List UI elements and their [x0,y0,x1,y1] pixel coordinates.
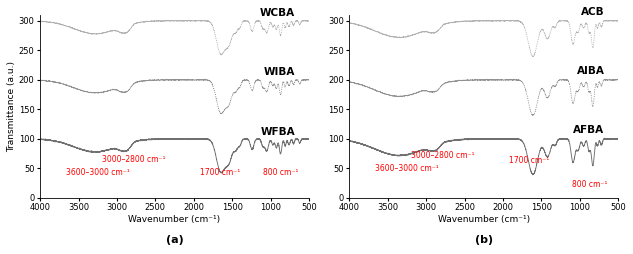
Text: AIBA: AIBA [577,66,605,76]
Text: 3000–2800 cm⁻¹: 3000–2800 cm⁻¹ [102,155,166,164]
X-axis label: Wavenumber (cm⁻¹): Wavenumber (cm⁻¹) [128,215,221,224]
Text: WFBA: WFBA [261,126,295,137]
Text: 800 cm⁻¹: 800 cm⁻¹ [263,168,298,177]
Text: WCBA: WCBA [260,8,295,18]
Text: 1700 cm⁻¹: 1700 cm⁻¹ [509,156,549,165]
Text: AFBA: AFBA [573,125,605,135]
Text: WIBA: WIBA [264,67,295,77]
Y-axis label: Transmittance (a.u.): Transmittance (a.u.) [7,61,16,152]
Text: 3600–3000 cm⁻¹: 3600–3000 cm⁻¹ [375,164,439,173]
Text: 3000–2800 cm⁻¹: 3000–2800 cm⁻¹ [411,151,475,160]
Text: 1700 cm⁻¹: 1700 cm⁻¹ [200,168,240,177]
Text: (a): (a) [166,234,184,245]
Text: (b): (b) [475,234,493,245]
X-axis label: Wavenumber (cm⁻¹): Wavenumber (cm⁻¹) [437,215,530,224]
Text: ACB: ACB [580,7,605,17]
Text: 800 cm⁻¹: 800 cm⁻¹ [572,180,608,189]
Text: 3600–3000 cm⁻¹: 3600–3000 cm⁻¹ [66,168,130,177]
